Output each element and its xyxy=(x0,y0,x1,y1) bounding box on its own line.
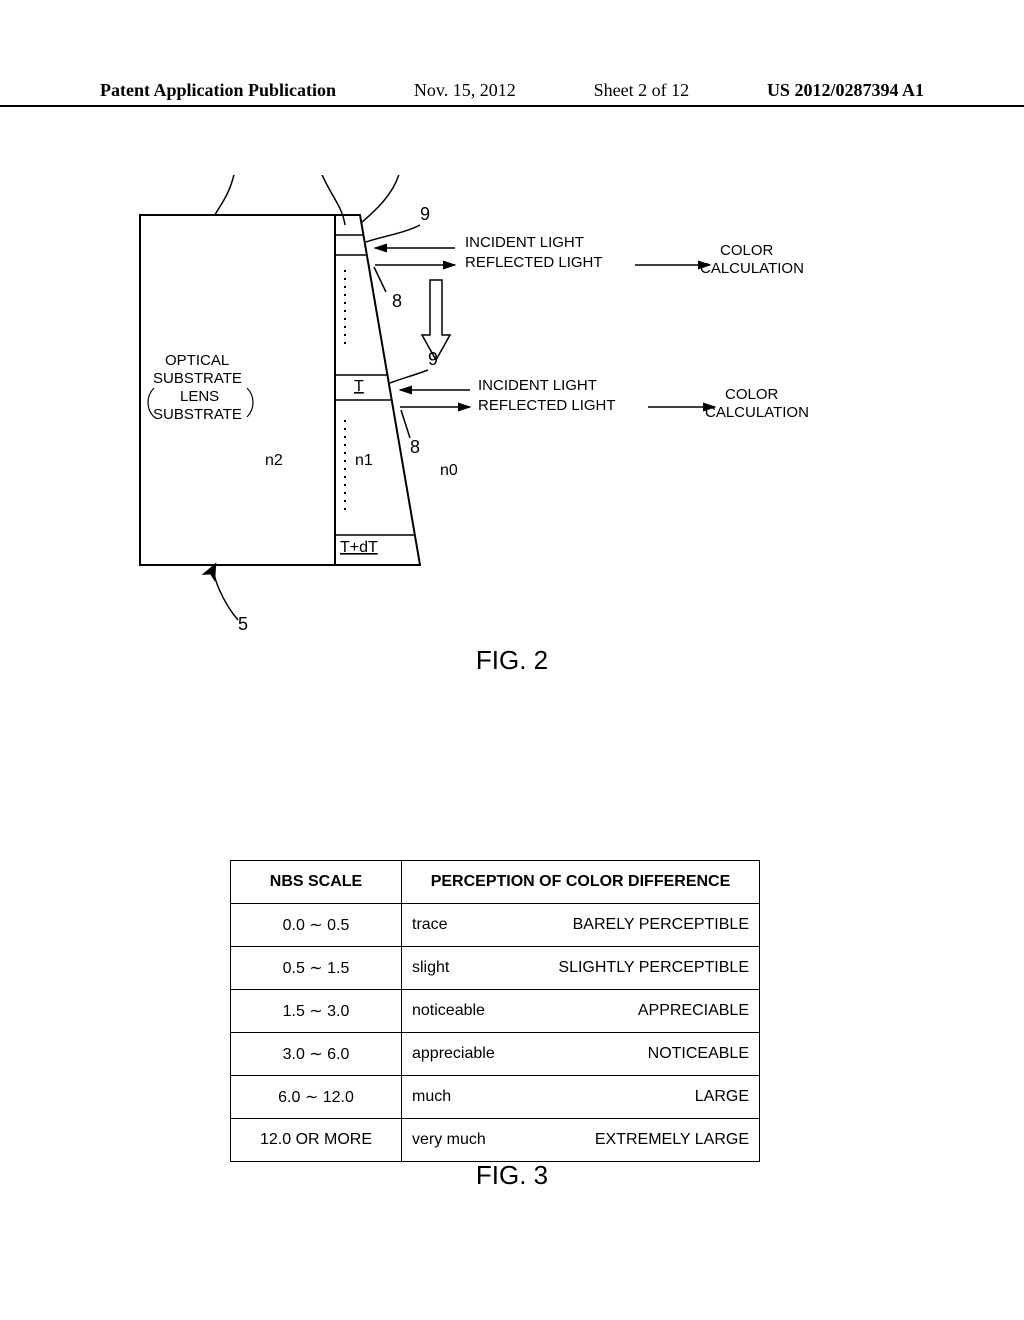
label-reflected-top: REFLECTED LIGHT xyxy=(465,254,603,271)
label-8-top: 8 xyxy=(392,291,402,311)
label-n1: n1 xyxy=(355,452,373,469)
table-row: 0.0 ∼ 0.5 traceBARELY PERCEPTIBLE xyxy=(231,904,760,947)
label-incident-mid: INCIDENT LIGHT xyxy=(478,377,597,394)
table-row: 12.0 OR MORE very muchEXTREMELY LARGE xyxy=(231,1119,760,1162)
label-incident-top: INCIDENT LIGHT xyxy=(465,234,584,251)
figure-2-caption: FIG. 2 xyxy=(0,645,1024,676)
table-row: 0.5 ∼ 1.5 slightSLIGHTLY PERCEPTIBLE xyxy=(231,947,760,990)
col-header-scale: NBS SCALE xyxy=(231,861,402,904)
page-header: Patent Application Publication Nov. 15, … xyxy=(0,80,1024,107)
table-row: 3.0 ∼ 6.0 appreciableNOTICEABLE xyxy=(231,1033,760,1076)
label-t: T xyxy=(354,378,364,395)
label-t-plus-dt: T+dT xyxy=(340,539,378,556)
label-n2: n2 xyxy=(265,452,283,469)
sheet-number: Sheet 2 of 12 xyxy=(594,80,689,101)
table-row: 6.0 ∼ 12.0 muchLARGE xyxy=(231,1076,760,1119)
label-color-calc-top-1: COLOR xyxy=(720,242,774,259)
label-n0: n0 xyxy=(440,462,458,479)
label-color-calc-mid-1: COLOR xyxy=(725,386,779,403)
figure-3-table: NBS SCALE PERCEPTION OF COLOR DIFFERENCE… xyxy=(230,860,760,1162)
label-lens: LENS xyxy=(180,388,219,405)
publication-number: US 2012/0287394 A1 xyxy=(767,80,924,101)
publication-date: Nov. 15, 2012 xyxy=(414,80,516,101)
label-9-mid: 9 xyxy=(428,349,438,369)
col-header-perception: PERCEPTION OF COLOR DIFFERENCE xyxy=(402,861,760,904)
publication-type: Patent Application Publication xyxy=(100,80,336,101)
label-substrate: SUBSTRATE xyxy=(153,370,242,387)
patent-page: Patent Application Publication Nov. 15, … xyxy=(0,0,1024,1320)
table-header-row: NBS SCALE PERCEPTION OF COLOR DIFFERENCE xyxy=(231,861,760,904)
label-8-bot: 8 xyxy=(410,437,420,457)
label-5: 5 xyxy=(238,614,248,634)
label-9-top: 9 xyxy=(420,204,430,224)
label-substrate2: SUBSTRATE xyxy=(153,406,242,423)
table-row: 1.5 ∼ 3.0 noticeableAPPRECIABLE xyxy=(231,990,760,1033)
figure-2-diagram: 2 1 T−dT 9 INCIDENT LIGHT REFLECTED LIGH… xyxy=(120,175,920,655)
label-reflected-mid: REFLECTED LIGHT xyxy=(478,397,616,414)
label-optical: OPTICAL xyxy=(165,352,229,369)
figure-3-caption: FIG. 3 xyxy=(0,1160,1024,1191)
label-color-calc-top-2: CALCULATION xyxy=(700,260,804,277)
label-color-calc-mid-2: CALCULATION xyxy=(705,404,809,421)
